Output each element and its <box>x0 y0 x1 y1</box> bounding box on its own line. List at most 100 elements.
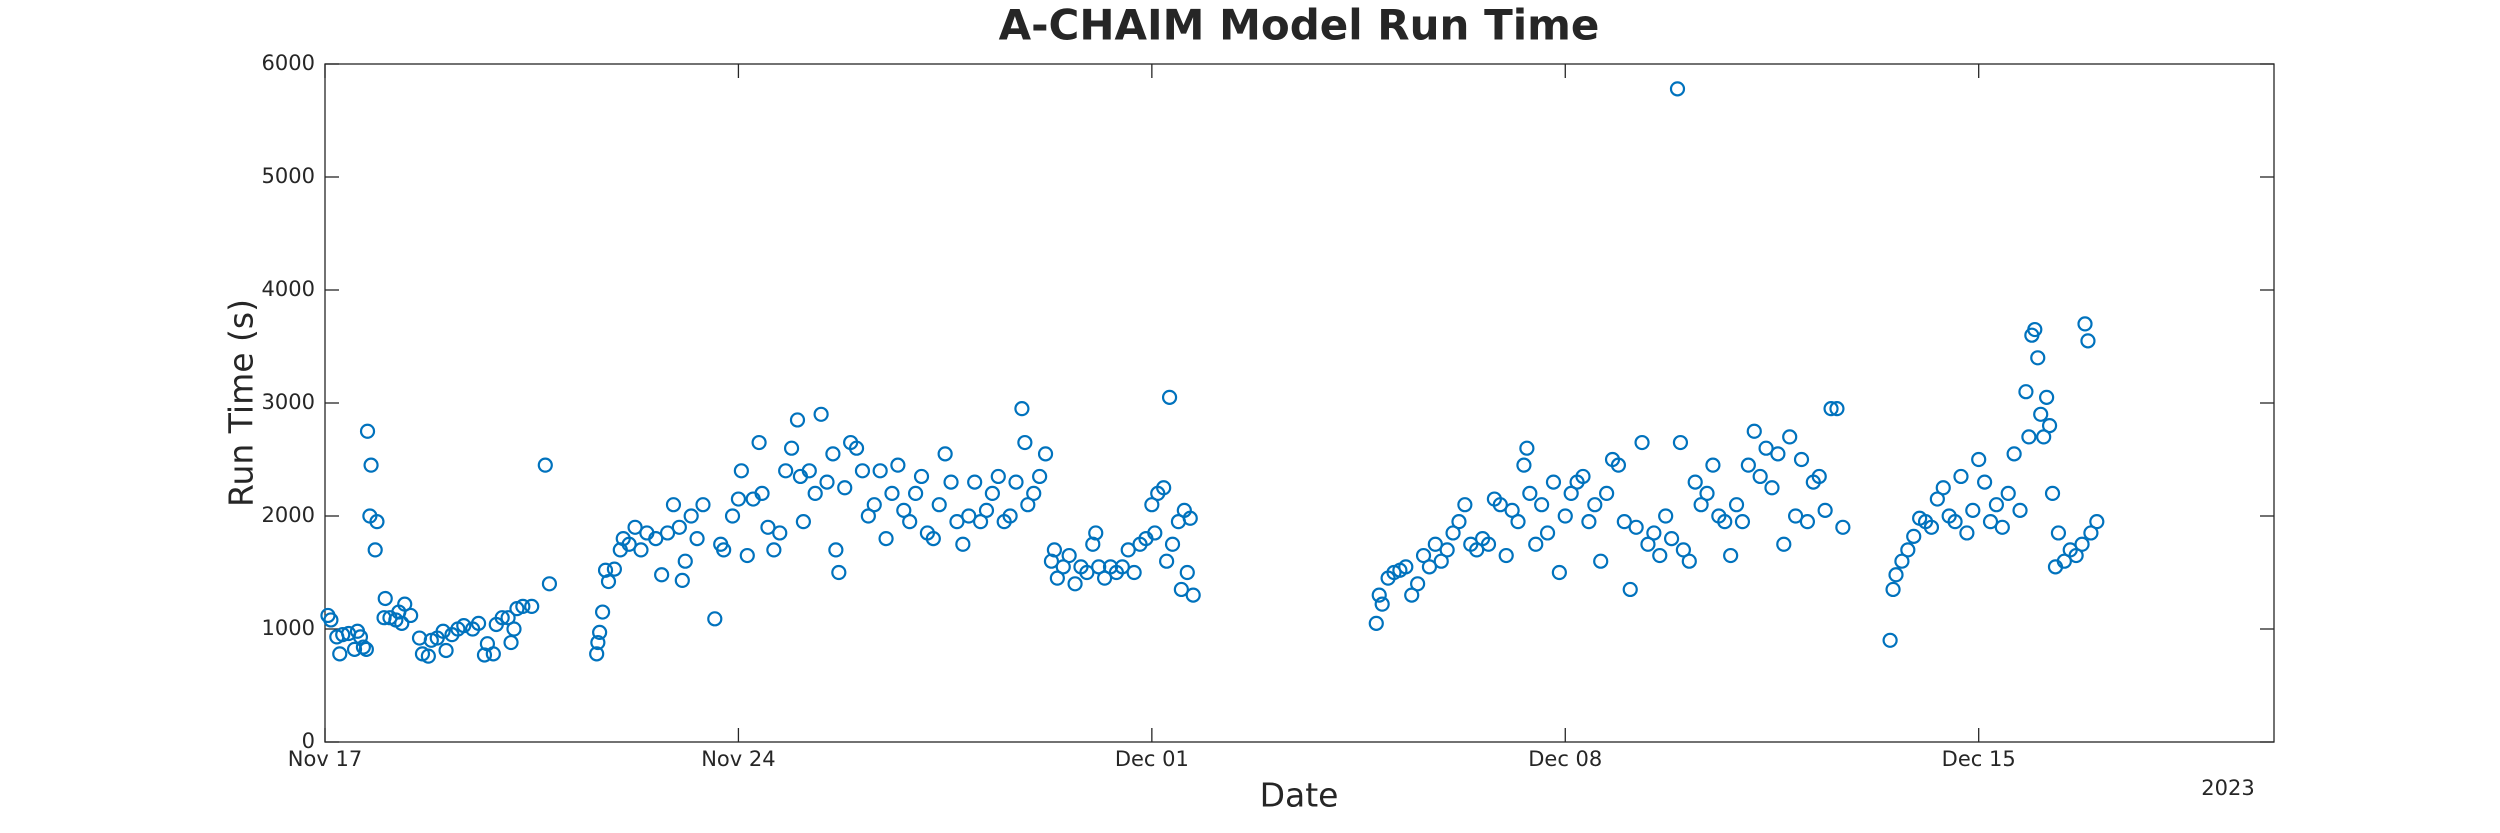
data-point <box>908 485 924 501</box>
data-point <box>1669 81 1686 97</box>
data-point <box>627 519 643 535</box>
data-point <box>2077 316 2093 332</box>
data-point <box>355 639 371 655</box>
x-axis-label: Date <box>1260 776 1339 815</box>
data-point <box>1539 525 1556 541</box>
data-point <box>1061 547 1077 564</box>
data-point <box>1026 485 1042 501</box>
x-tick-label: Nov 17 <box>288 747 362 771</box>
data-point <box>1091 559 1107 575</box>
data-point <box>1788 508 1804 524</box>
data-point <box>1734 514 1751 530</box>
data-point <box>2041 418 2058 434</box>
data-point <box>1658 508 1674 524</box>
data-point <box>1445 525 1461 541</box>
data-point <box>1882 632 1898 648</box>
data-point <box>1988 497 2005 513</box>
data-point <box>1575 468 1591 485</box>
data-point <box>1079 564 1095 581</box>
data-point <box>1693 497 1709 513</box>
data-point <box>1557 508 1573 524</box>
data-point <box>1451 514 1467 530</box>
data-point <box>683 508 699 524</box>
data-point <box>1923 519 1940 535</box>
x-tick-label: Dec 15 <box>1942 747 2016 771</box>
data-point <box>2033 406 2049 422</box>
data-point <box>754 485 770 501</box>
y-tick-label: 3000 <box>262 390 315 414</box>
data-point <box>1764 480 1780 496</box>
data-point <box>1811 468 1827 485</box>
y-tick-label: 5000 <box>262 164 315 188</box>
data-point <box>2068 547 2084 564</box>
data-point <box>1971 451 1987 468</box>
data-point <box>1037 446 1054 462</box>
data-point <box>500 610 516 626</box>
data-point <box>1156 480 1172 496</box>
data-point <box>2030 350 2046 366</box>
data-point <box>1581 514 1597 530</box>
data-point <box>2083 525 2099 541</box>
data-point <box>1593 553 1609 569</box>
data-point <box>1519 440 1535 456</box>
data-point <box>1681 553 1697 569</box>
data-point <box>1017 434 1033 451</box>
y-tick-label: 4000 <box>262 277 315 301</box>
y-tick-label: 1000 <box>262 616 315 640</box>
data-point <box>1398 559 1414 575</box>
data-point <box>1144 497 1160 513</box>
data-point <box>1002 508 1018 524</box>
data-point <box>831 564 847 581</box>
data-point <box>890 457 906 473</box>
data-point <box>456 618 472 634</box>
y-tick-label: 2000 <box>262 503 315 527</box>
data-point <box>1055 559 1071 575</box>
data-point <box>470 615 487 631</box>
data-point <box>848 440 865 456</box>
data-point <box>1699 485 1715 501</box>
data-point <box>1185 587 1201 603</box>
data-point <box>541 576 558 592</box>
data-point <box>716 542 732 558</box>
data-point <box>860 508 876 524</box>
data-point <box>733 463 749 479</box>
data-point <box>1563 485 1579 501</box>
data-point <box>1793 451 1810 468</box>
data-point <box>990 468 1006 485</box>
data-point <box>902 514 918 530</box>
data-point <box>828 542 844 558</box>
data-point <box>1646 525 1662 541</box>
data-point <box>1008 474 1024 490</box>
data-point <box>2036 429 2052 445</box>
data-point <box>1179 564 1195 581</box>
data-point <box>707 611 723 627</box>
data-point <box>1374 596 1390 612</box>
data-point <box>766 542 782 558</box>
data-point <box>978 502 995 518</box>
data-point <box>600 573 617 590</box>
data-point <box>397 596 413 612</box>
data-point <box>677 553 693 569</box>
data-point <box>2039 389 2055 405</box>
data-point <box>896 502 912 518</box>
data-point <box>394 615 410 631</box>
data-point <box>1947 514 1963 530</box>
data-point <box>1758 440 1774 456</box>
data-point <box>1610 457 1627 473</box>
data-point <box>1894 553 1910 569</box>
data-point <box>760 519 776 535</box>
data-point <box>537 457 553 473</box>
data-point <box>949 514 965 530</box>
data-point <box>1421 559 1438 575</box>
data-point <box>648 530 664 547</box>
data-point <box>1046 542 1062 558</box>
data-point <box>1616 514 1632 530</box>
data-point <box>1173 581 1189 598</box>
data-point <box>972 514 989 530</box>
data-point <box>665 497 682 513</box>
data-point <box>1457 497 1473 513</box>
data-point <box>1159 553 1175 569</box>
data-point <box>1717 514 1733 530</box>
data-point <box>1404 587 1420 603</box>
data-point <box>1994 519 2010 535</box>
